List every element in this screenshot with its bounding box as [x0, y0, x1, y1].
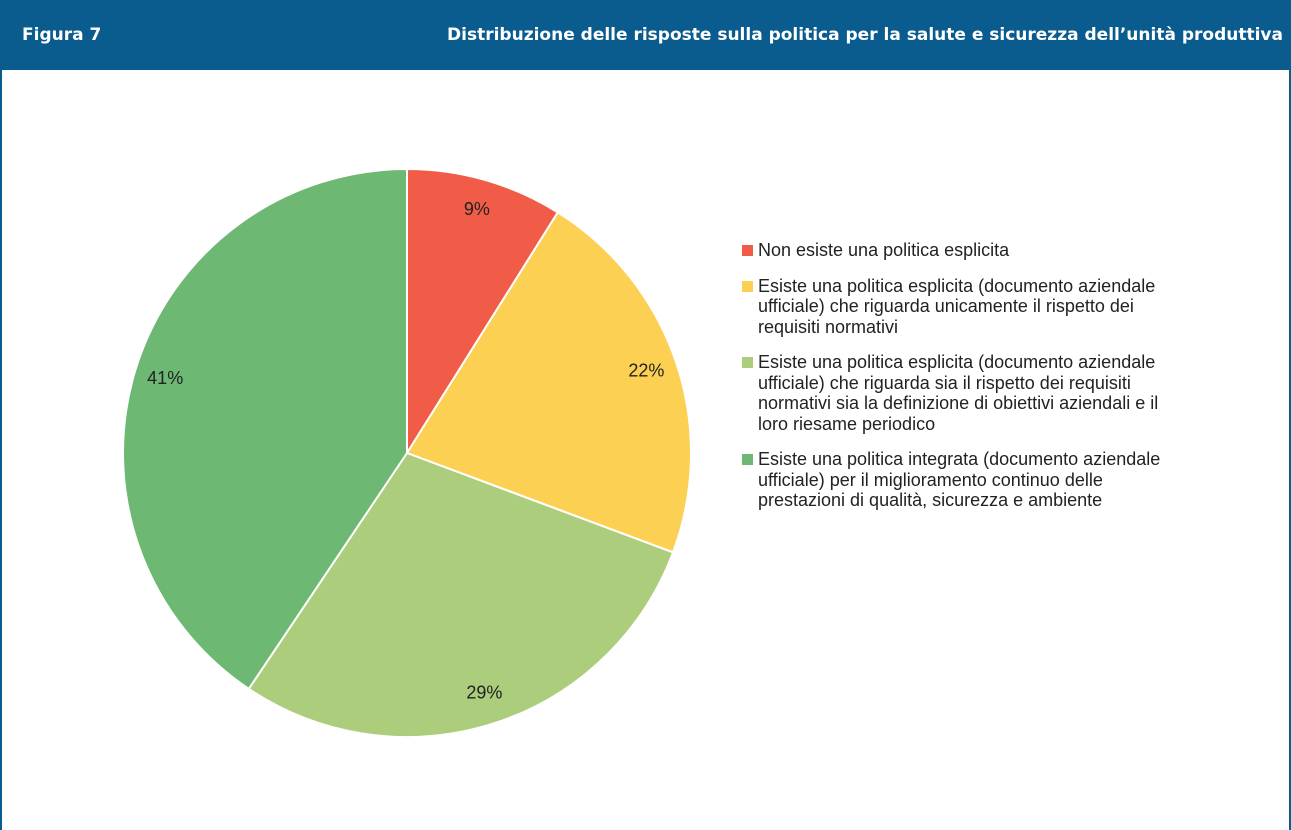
legend-entry: Esiste una politica esplicita (documento… [742, 276, 1172, 338]
legend-label: Esiste una politica esplicita (documento… [758, 352, 1159, 434]
pie-slice [247, 451, 675, 738]
figure-header: Figura 7 Distribuzione delle risposte su… [0, 0, 1291, 70]
figure-label: Figura 7 [22, 25, 102, 45]
data-label: 41% [147, 368, 183, 388]
legend-entry: Non esiste una politica esplicita [742, 240, 1172, 261]
legend-label: Esiste una politica esplicita (documento… [758, 275, 1156, 337]
legend-swatch [742, 280, 753, 292]
legend-swatch [742, 245, 753, 256]
pie-slice [405, 210, 692, 554]
data-label: 29% [466, 682, 502, 702]
legend-label: Esiste una politica integrata (documento… [758, 449, 1161, 510]
figure-frame [0, 70, 1291, 830]
legend-entry: Esiste una politica esplicita (documento… [742, 352, 1172, 434]
pie-slice [406, 167, 560, 457]
legend-swatch [742, 357, 753, 368]
pie-slice [122, 167, 408, 691]
legend-entry: Esiste una politica integrata (documento… [742, 449, 1172, 511]
data-label: 9% [464, 199, 490, 219]
pie-chart: 9% 22% 29% 41% [122, 167, 692, 738]
legend-swatch [742, 454, 753, 465]
chart-title: Distribuzione delle risposte sulla polit… [447, 25, 1283, 45]
legend: Non esiste una politica esplicita Esiste … [742, 240, 1172, 511]
data-label: 22% [628, 361, 664, 381]
legend-label: Non esiste una politica esplicita [758, 240, 1010, 260]
